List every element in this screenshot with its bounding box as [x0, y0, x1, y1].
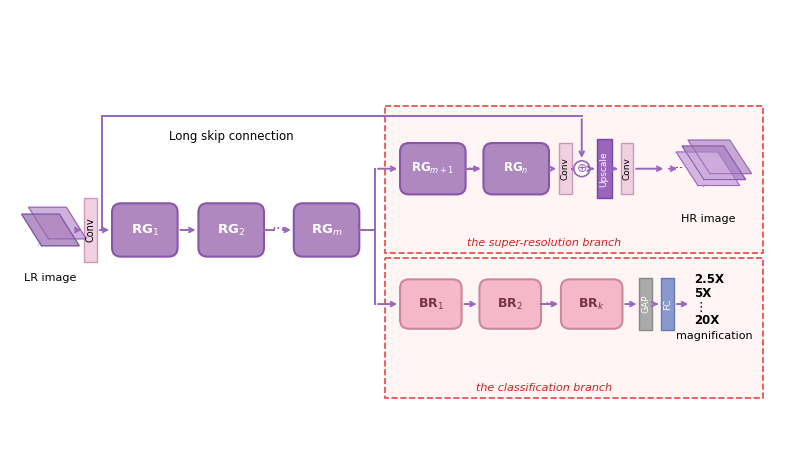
Text: the super-resolution branch: the super-resolution branch [466, 238, 621, 248]
Polygon shape [676, 152, 739, 186]
Text: magnification: magnification [675, 331, 752, 341]
Bar [661, 278, 674, 330]
Bar [385, 258, 763, 398]
Text: $\oplus$: $\oplus$ [576, 162, 587, 175]
Polygon shape [22, 214, 79, 246]
Text: ···: ··· [545, 297, 558, 311]
Bar [639, 278, 652, 330]
Text: Conv: Conv [622, 157, 632, 180]
Text: RG$_1$: RG$_1$ [131, 222, 159, 238]
Text: the classification branch: the classification branch [476, 383, 612, 393]
FancyBboxPatch shape [112, 203, 178, 257]
Text: LR image: LR image [24, 273, 77, 283]
Text: Long skip connection: Long skip connection [169, 130, 293, 143]
Text: Conv: Conv [561, 157, 570, 180]
FancyBboxPatch shape [400, 279, 461, 329]
Text: GAP: GAP [642, 295, 650, 313]
Text: ...: ... [697, 177, 709, 190]
Text: ···: ··· [271, 222, 286, 238]
Text: 20X: 20X [694, 314, 719, 327]
Text: 2.5X: 2.5X [694, 273, 724, 286]
Bar [385, 106, 763, 253]
Circle shape [574, 161, 590, 177]
FancyBboxPatch shape [294, 203, 360, 257]
FancyBboxPatch shape [483, 143, 549, 194]
Text: ⋮: ⋮ [694, 300, 706, 313]
Text: ···: ··· [468, 162, 481, 176]
Bar [596, 139, 612, 198]
Text: Upscale: Upscale [600, 151, 608, 187]
Text: ...: ... [32, 236, 44, 248]
Bar [559, 143, 572, 194]
Text: RG$_{m+1}$: RG$_{m+1}$ [411, 161, 455, 176]
Polygon shape [688, 140, 751, 174]
FancyBboxPatch shape [400, 143, 465, 194]
FancyBboxPatch shape [199, 203, 264, 257]
Polygon shape [28, 207, 86, 239]
Text: RG$_n$: RG$_n$ [503, 161, 529, 176]
Text: FC: FC [663, 298, 672, 310]
Text: BR$_2$: BR$_2$ [497, 297, 524, 312]
Text: BR$_k$: BR$_k$ [579, 297, 605, 312]
Text: BR$_1$: BR$_1$ [418, 297, 444, 312]
Bar [621, 143, 633, 194]
FancyBboxPatch shape [561, 279, 622, 329]
Text: 5X: 5X [694, 287, 711, 300]
FancyBboxPatch shape [479, 279, 541, 329]
Polygon shape [682, 146, 746, 180]
Text: RG$_m$: RG$_m$ [311, 222, 343, 238]
Bar [84, 198, 97, 262]
Text: HR image: HR image [680, 214, 735, 224]
Text: RG$_2$: RG$_2$ [217, 222, 246, 238]
Text: Conv: Conv [86, 217, 95, 242]
Text: ···: ··· [672, 162, 684, 175]
